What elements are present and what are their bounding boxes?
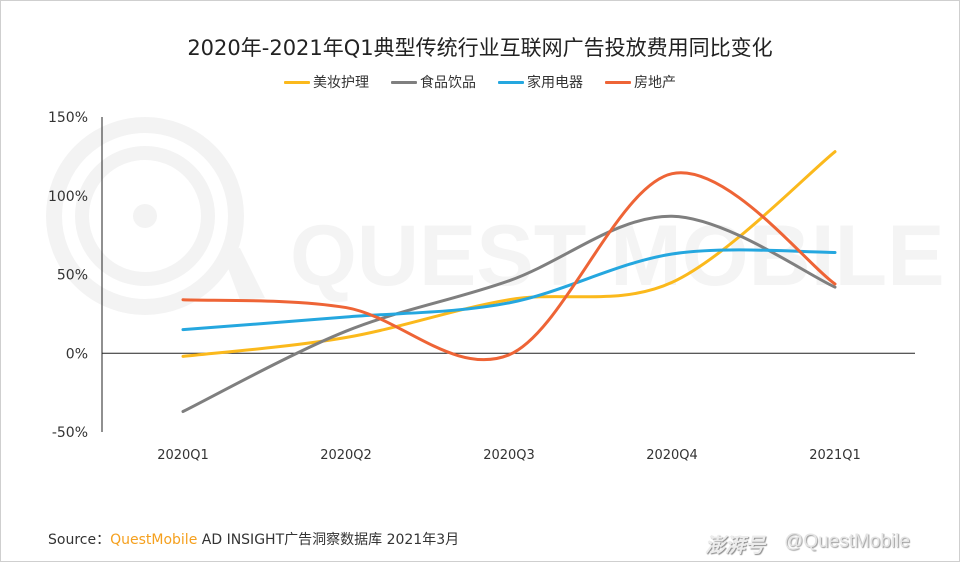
series-lines	[181, 150, 837, 414]
logo-dot	[133, 204, 157, 228]
legend-swatch	[284, 80, 310, 84]
logo-outer-ring	[46, 117, 244, 315]
x-tick-label: 2020Q3	[483, 448, 535, 463]
legend-item-realestate: 房地产	[605, 72, 676, 92]
legend-item-beauty: 美妆护理	[284, 72, 369, 92]
legend-swatch	[498, 80, 524, 84]
legend: 美妆护理 食品饮品 家用电器 房地产	[0, 72, 960, 92]
x-tick-label: 2020Q1	[157, 448, 209, 463]
platform-watermark: 澎湃号	[705, 533, 765, 557]
source-note: Source：QuestMobile AD INSIGHT广告洞察数据库 202…	[48, 529, 459, 549]
series-line-3	[181, 171, 837, 362]
legend-label: 食品饮品	[420, 75, 476, 91]
logo-inner-ring	[75, 146, 215, 286]
axes	[101, 117, 915, 432]
y-tick-label: 0%	[66, 346, 88, 362]
legend-swatch	[605, 80, 631, 84]
source-brand: QuestMobile	[110, 532, 198, 548]
legend-label: 房地产	[634, 75, 676, 91]
logo-tail	[222, 248, 265, 300]
source-text: AD INSIGHT广告洞察数据库 2021年3月	[197, 532, 460, 548]
y-tick-label: 150%	[48, 110, 88, 126]
series-line-1	[181, 214, 837, 414]
y-tick-label: 100%	[48, 189, 88, 205]
y-tick-label: 50%	[57, 268, 88, 284]
series-line-0	[181, 150, 837, 358]
legend-swatch	[391, 80, 417, 84]
legend-label: 家用电器	[527, 75, 583, 91]
x-tick-label: 2021Q1	[809, 448, 861, 463]
handle-watermark: @QuestMobile	[784, 531, 910, 552]
x-tick-label: 2020Q4	[646, 448, 698, 463]
x-tick-label: 2020Q2	[320, 448, 372, 463]
x-tick-labels: 2020Q1 2020Q2 2020Q3 2020Q4 2021Q1	[157, 448, 861, 463]
y-tick-label: -50%	[52, 425, 88, 441]
y-tick-labels: -50% 0% 50% 100% 150%	[48, 110, 88, 441]
legend-item-appliance: 家用电器	[498, 72, 583, 92]
chart-title: 2020年-2021年Q1典型传统行业互联网广告投放费用同比变化	[187, 36, 773, 60]
series-line-2	[181, 248, 837, 332]
legend-item-food: 食品饮品	[391, 72, 476, 92]
questmobile-watermark-logo: QUEST MOBILE	[46, 117, 945, 315]
legend-label: 美妆护理	[313, 75, 369, 91]
source-label: Source：	[48, 532, 111, 548]
